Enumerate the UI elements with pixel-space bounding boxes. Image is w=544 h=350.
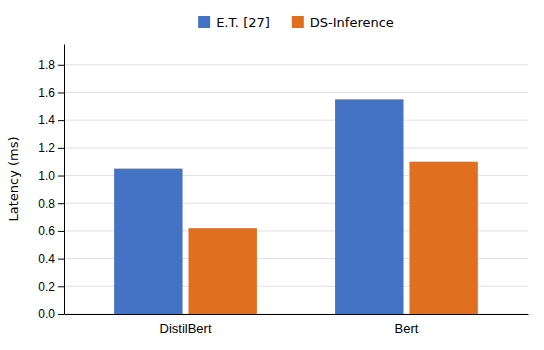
y-tick-mark (58, 120, 64, 121)
x-tick: DistilBert (160, 321, 212, 336)
legend-swatch (292, 16, 304, 28)
x-tick-label: DistilBert (160, 321, 212, 336)
grid-line (64, 120, 528, 121)
y-tick: 0.0 (38, 307, 64, 321)
y-tick-label: 1.0 (38, 169, 55, 183)
x-axis-line (65, 314, 529, 315)
legend-swatch (198, 16, 210, 28)
y-tick: 0.6 (38, 224, 64, 238)
grid-line (64, 64, 528, 65)
y-tick-label: 1.6 (38, 86, 55, 100)
y-tick-label: 0.8 (38, 197, 55, 211)
legend-label: E.T. [27] (216, 15, 270, 30)
x-axis: DistilBert Bert (65, 315, 529, 336)
y-axis: 0.0 0.2 0.4 0.6 0.8 1.0 1.2 1.4 1.6 1.8 (38, 45, 64, 322)
grid (64, 65, 528, 314)
grid-line (64, 92, 528, 93)
y-tick-label: 1.4 (38, 113, 55, 127)
y-tick: 0.2 (38, 280, 64, 294)
y-axis-title: Latency (ms) (6, 136, 21, 221)
y-tick: 1.4 (38, 113, 64, 127)
bar (114, 169, 182, 314)
y-tick-label: 0.4 (38, 252, 55, 266)
legend: E.T. [27] DS-Inference (198, 15, 394, 30)
y-axis-line (64, 45, 65, 315)
bars (114, 99, 478, 314)
chart-container: 0.0 0.2 0.4 0.6 0.8 1.0 1.2 1.4 1.6 1.8 DistilBert… (0, 0, 544, 350)
y-tick-mark (58, 176, 64, 177)
y-tick-mark (58, 314, 64, 315)
bar (409, 162, 477, 314)
y-tick-label: 0.2 (38, 280, 55, 294)
y-tick-mark (58, 231, 64, 232)
chart: 0.0 0.2 0.4 0.6 0.8 1.0 1.2 1.4 1.6 1.8 DistilBert… (0, 0, 544, 350)
y-tick-mark (58, 148, 64, 149)
y-tick-mark (58, 203, 64, 204)
y-tick-label: 0.6 (38, 224, 55, 238)
y-tick-mark (58, 92, 64, 93)
bar (188, 228, 256, 314)
y-tick-mark (58, 286, 64, 287)
y-tick-label: 1.8 (38, 58, 55, 72)
y-tick: 1.2 (38, 141, 64, 155)
plot: 0.0 0.2 0.4 0.6 0.8 1.0 1.2 1.4 1.6 1.8 DistilBert… (38, 45, 528, 336)
legend-label: DS-Inference (310, 15, 394, 30)
y-tick: 1.6 (38, 86, 64, 100)
grid-line (64, 147, 528, 148)
legend-item: E.T. [27] (198, 15, 270, 30)
y-tick-label: 1.2 (38, 141, 55, 155)
x-tick-label: Bert (395, 321, 419, 336)
y-tick: 1.8 (38, 58, 64, 72)
y-tick-label: 0.0 (38, 307, 55, 321)
y-tick: 0.8 (38, 197, 64, 211)
y-tick: 1.0 (38, 169, 64, 183)
bar (335, 99, 403, 314)
y-tick-mark (58, 259, 64, 260)
y-tick: 0.4 (38, 252, 64, 266)
legend-item: DS-Inference (292, 15, 394, 30)
x-tick: Bert (395, 321, 419, 336)
y-tick-mark (58, 65, 64, 66)
